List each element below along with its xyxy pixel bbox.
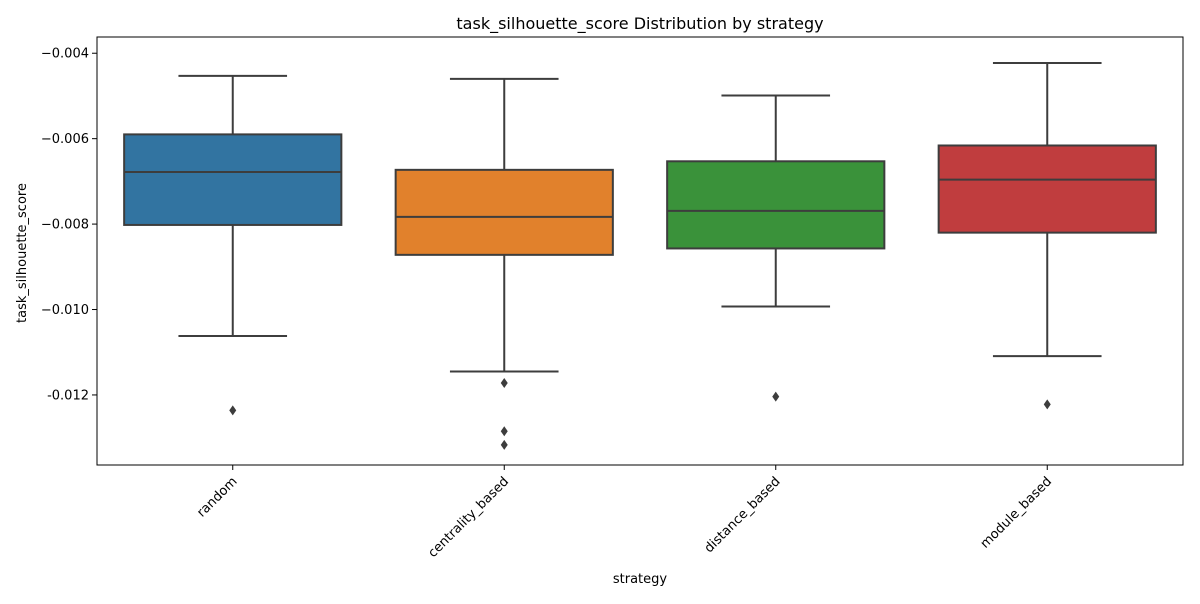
y-tick-label: −0.004 xyxy=(41,47,89,62)
x-tick-label: random xyxy=(194,474,240,520)
box-distance_based xyxy=(666,160,886,250)
box-module_based xyxy=(937,144,1157,234)
plot-area: −0.004 −0.006 −0.008 −0.010 -0.012 random cent… xyxy=(41,47,1157,561)
x-tick-label: centrality_based xyxy=(425,474,512,561)
outlier-point xyxy=(229,405,237,416)
y-axis-label: task_silhouette_score xyxy=(15,183,30,323)
outlier-point xyxy=(500,377,508,388)
y-tick-label: -0.012 xyxy=(47,388,89,403)
y-tick-label: −0.010 xyxy=(41,303,89,318)
y-tick-label: −0.008 xyxy=(41,218,89,233)
outlier-point xyxy=(500,426,508,437)
chart-title: task_silhouette_score Distribution by st… xyxy=(456,14,823,34)
y-tick-label: −0.006 xyxy=(41,132,89,147)
box-random xyxy=(123,133,343,226)
box-centrality_based xyxy=(394,168,614,256)
outlier-point xyxy=(500,439,508,450)
x-tick-label: module_based xyxy=(978,474,1055,551)
outlier-point xyxy=(1043,399,1051,410)
x-axis-label: strategy xyxy=(613,572,668,587)
x-tick-label: distance_based xyxy=(702,474,784,556)
axes-frame xyxy=(96,36,1184,466)
outlier-point xyxy=(772,391,780,402)
